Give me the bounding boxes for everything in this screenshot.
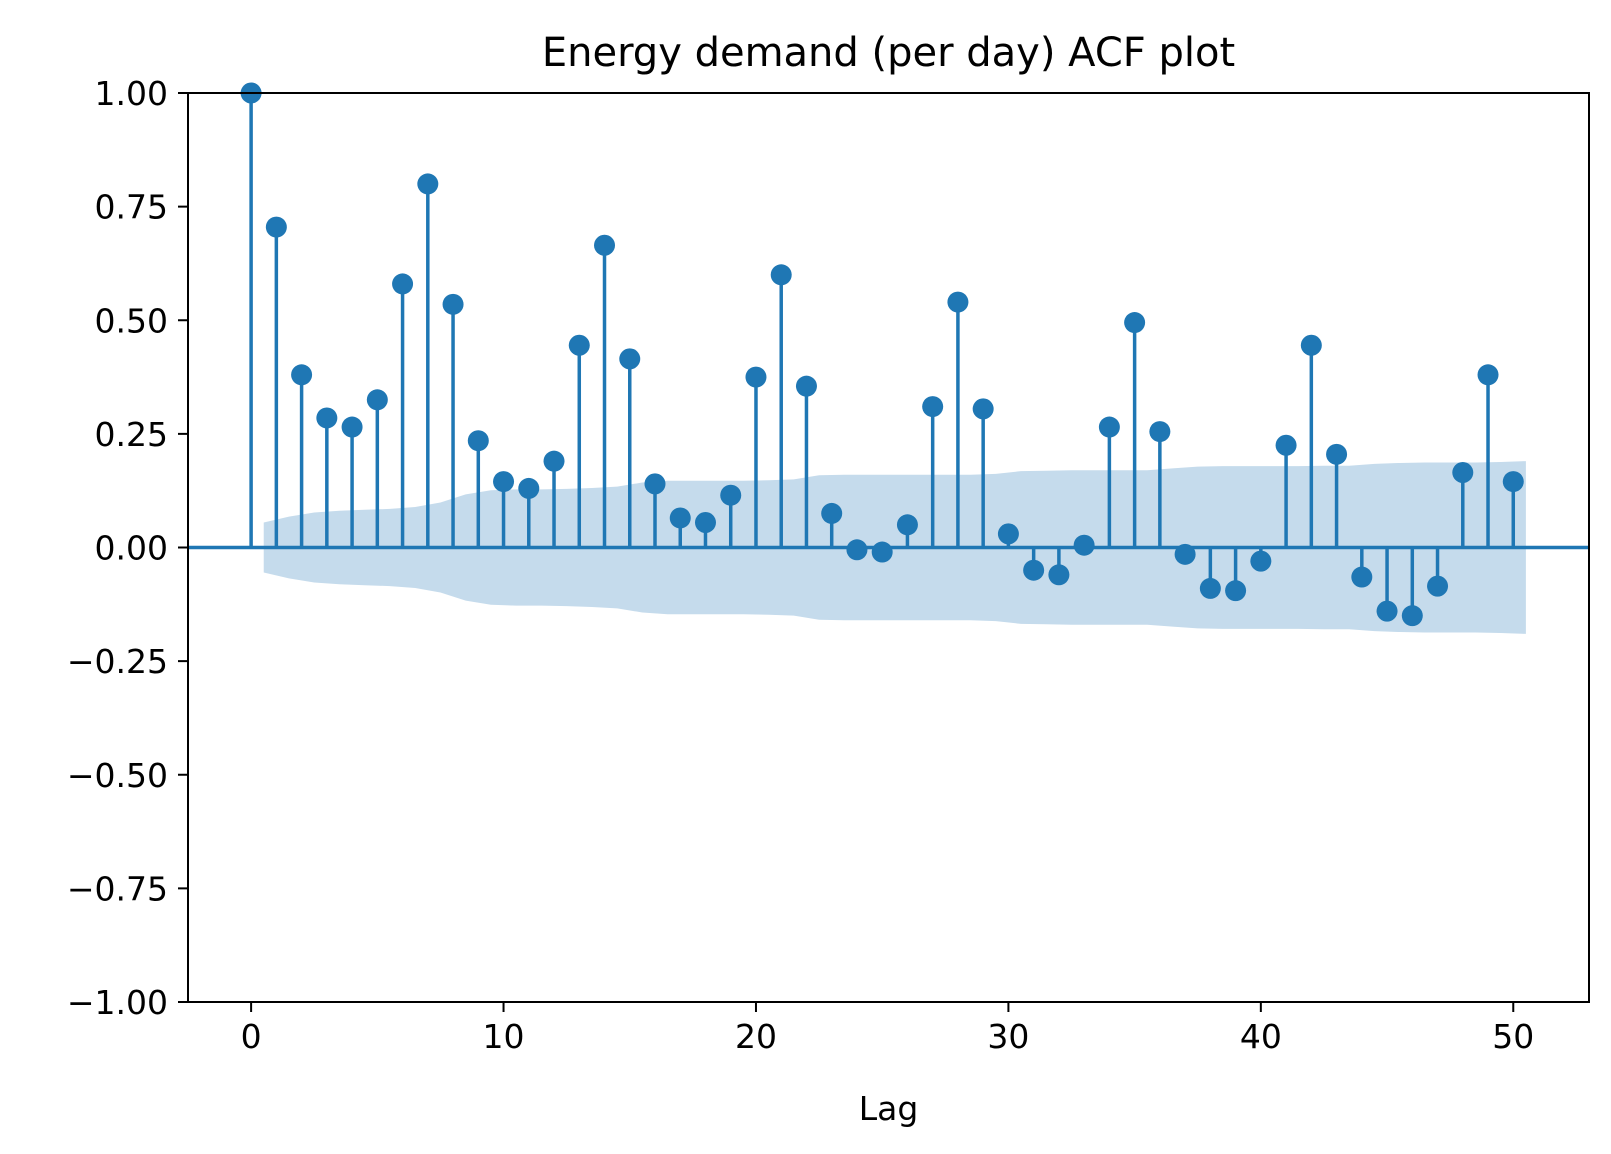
acf-point — [1300, 334, 1322, 356]
x-tick-label: 30 — [987, 1017, 1029, 1056]
acf-point — [1149, 421, 1171, 443]
acf-point — [669, 507, 691, 529]
acf-point — [720, 484, 742, 506]
acf-point — [1401, 605, 1423, 627]
acf-point — [1427, 575, 1449, 597]
axes-layer: 0 10 20 30 40 50 −1.00 −0.75 −0.50 −0.25 0.00 0.25 0… — [67, 74, 1590, 1056]
acf-point — [1250, 550, 1272, 572]
acf-point — [871, 541, 893, 563]
acf-point — [1023, 559, 1045, 581]
acf-point — [594, 234, 616, 256]
acf-point — [1275, 434, 1297, 456]
acf-point — [1502, 471, 1524, 493]
x-axis-title: Lag — [859, 1089, 919, 1128]
x-tick-label: 10 — [483, 1017, 525, 1056]
acf-point — [265, 216, 287, 238]
acf-point — [543, 450, 565, 472]
acf-point — [493, 471, 515, 493]
y-tick-label: 0.50 — [95, 301, 168, 340]
acf-point — [997, 523, 1019, 545]
acf-point — [694, 512, 716, 534]
acf-point — [392, 273, 414, 295]
acf-point — [1124, 312, 1146, 334]
y-tick-label: 1.00 — [95, 74, 168, 113]
acf-point — [745, 366, 767, 388]
acf-point — [417, 173, 439, 195]
x-tick-label: 20 — [735, 1017, 777, 1056]
stem-layer — [188, 82, 1589, 627]
acf-point — [568, 334, 590, 356]
acf-point — [644, 473, 666, 495]
acf-point — [619, 348, 641, 370]
acf-point — [896, 514, 918, 536]
acf-point — [1477, 364, 1499, 386]
acf-point — [1351, 566, 1373, 588]
acf-point — [770, 264, 792, 286]
acf-point — [341, 416, 363, 438]
y-tick-label: −0.50 — [67, 756, 168, 795]
y-tick-label: 0.75 — [95, 188, 168, 227]
acf-point — [1048, 564, 1070, 586]
acf-point — [442, 293, 464, 315]
acf-point — [795, 375, 817, 397]
x-tick-label: 40 — [1240, 1017, 1282, 1056]
acf-point — [518, 477, 540, 499]
acf-point — [821, 502, 843, 524]
acf-point — [366, 389, 388, 411]
acf-point — [1452, 462, 1474, 484]
acf-point — [316, 407, 338, 429]
x-tick-label: 0 — [241, 1017, 262, 1056]
acf-point — [467, 430, 489, 452]
acf-point — [1326, 443, 1348, 465]
y-tick-label: 0.25 — [95, 415, 168, 454]
y-tick-label: −0.25 — [67, 642, 168, 681]
acf-point — [1174, 543, 1196, 565]
acf-point — [1199, 577, 1221, 599]
chart-title: Energy demand (per day) ACF plot — [542, 30, 1235, 76]
acf-point — [947, 291, 969, 313]
acf-point — [1376, 600, 1398, 622]
acf-point — [1098, 416, 1120, 438]
y-tick-label: −1.00 — [67, 983, 168, 1022]
acf-point — [291, 364, 313, 386]
acf-point — [922, 396, 944, 418]
acf-point — [1225, 580, 1247, 602]
y-tick-label: −0.75 — [67, 869, 168, 908]
acf-point — [1073, 534, 1095, 556]
x-tick-label: 50 — [1492, 1017, 1534, 1056]
acf-point — [846, 539, 868, 561]
y-tick-label: 0.00 — [95, 529, 168, 568]
acf-point — [972, 398, 994, 420]
